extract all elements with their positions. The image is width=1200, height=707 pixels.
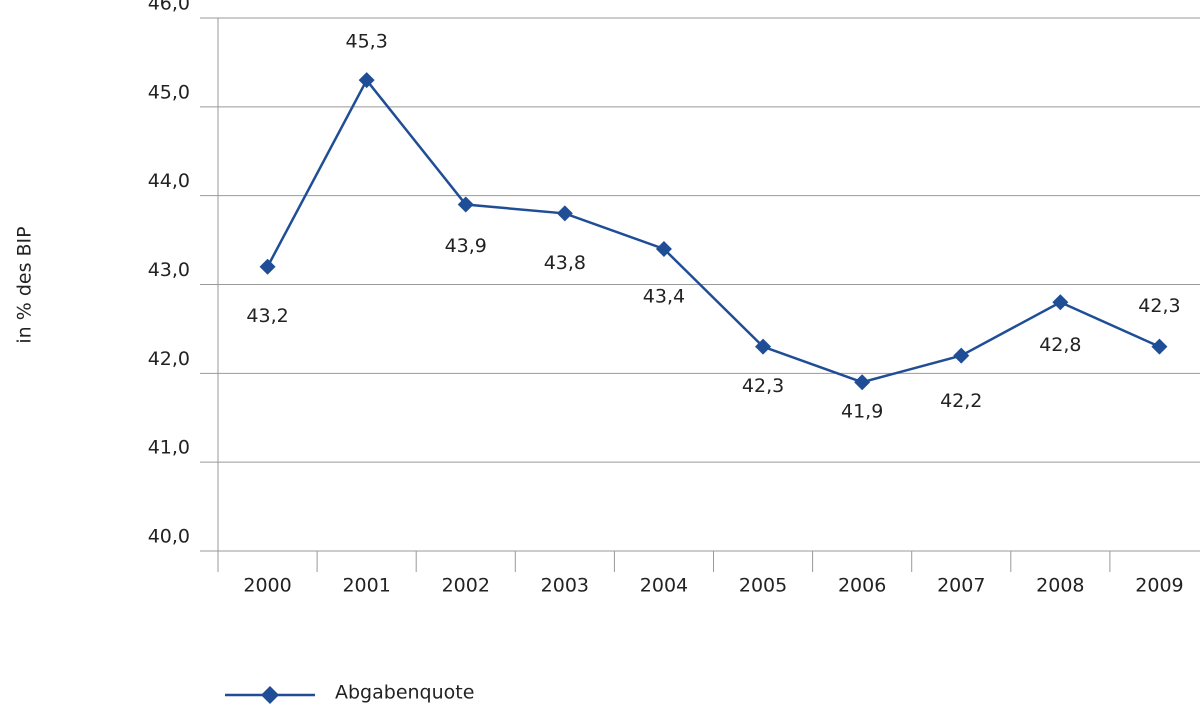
x-tick-label: 2008	[1036, 575, 1084, 597]
point-marker	[556, 205, 573, 222]
x-tick-label: 2000	[243, 575, 291, 597]
data-label: 43,8	[544, 252, 586, 274]
y-axis-label: in % des BIP	[14, 226, 36, 343]
legend-marker	[261, 686, 279, 704]
x-tick-label: 2001	[342, 575, 390, 597]
data-label: 45,3	[345, 31, 387, 53]
y-tick-label: 46,0	[148, 0, 190, 15]
point-marker	[953, 347, 970, 364]
y-tick-label: 44,0	[148, 170, 190, 192]
x-tick-label: 2004	[640, 575, 688, 597]
data-label: 41,9	[841, 401, 883, 423]
point-marker	[358, 72, 375, 89]
data-label: 42,3	[742, 375, 784, 397]
point-marker	[1052, 294, 1069, 311]
y-tick-label: 43,0	[148, 259, 190, 281]
point-marker	[259, 258, 276, 275]
y-tick-label: 41,0	[148, 437, 190, 459]
data-label: 43,4	[643, 285, 685, 307]
y-tick-label: 42,0	[148, 348, 190, 370]
x-tick-label: 2009	[1135, 575, 1183, 597]
x-tick-label: 2002	[442, 575, 490, 597]
legend-label: Abgabenquote	[335, 682, 474, 704]
point-marker	[1151, 338, 1168, 355]
point-marker	[457, 196, 474, 213]
x-tick-label: 2006	[838, 575, 886, 597]
x-tick-label: 2007	[937, 575, 985, 597]
point-marker	[755, 338, 772, 355]
data-label: 42,2	[940, 390, 982, 412]
y-tick-label: 40,0	[148, 526, 190, 548]
data-label: 43,9	[445, 235, 487, 257]
point-marker	[854, 374, 871, 391]
data-label: 42,3	[1138, 295, 1180, 317]
y-tick-label: 45,0	[148, 81, 190, 103]
x-tick-label: 2005	[739, 575, 787, 597]
data-label: 42,8	[1039, 334, 1081, 356]
point-marker	[655, 240, 672, 257]
data-label: 43,2	[246, 305, 288, 327]
series-line	[266, 77, 1160, 384]
x-tick-label: 2003	[541, 575, 589, 597]
